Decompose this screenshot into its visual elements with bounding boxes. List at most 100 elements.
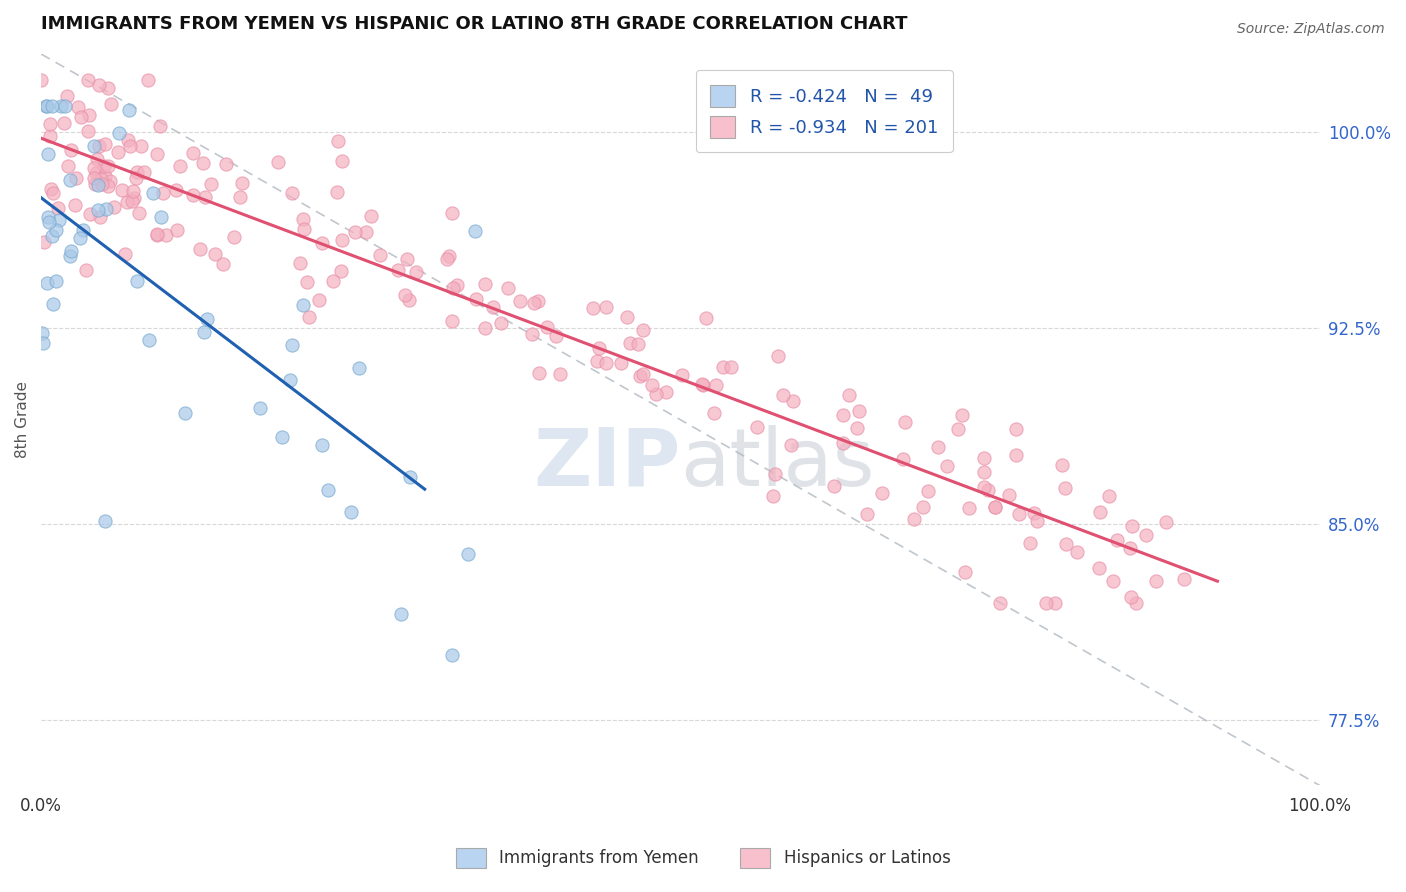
Point — [87, 78, 110, 92]
Point — [389, 607, 412, 621]
Point — [1098, 489, 1121, 503]
Point — [150, 211, 173, 225]
Point — [204, 247, 226, 261]
Point — [457, 547, 479, 561]
Point — [181, 146, 204, 161]
Point — [360, 209, 382, 223]
Point — [482, 300, 505, 314]
Point — [31, 326, 53, 341]
Point — [831, 408, 853, 422]
Point — [766, 350, 789, 364]
Point — [83, 161, 105, 175]
Point — [215, 157, 238, 171]
Point — [87, 203, 110, 218]
Point — [294, 222, 316, 236]
Point — [152, 186, 174, 200]
Point — [149, 119, 172, 133]
Point — [127, 274, 149, 288]
Point — [108, 126, 131, 140]
Point — [856, 507, 879, 521]
Point — [544, 328, 567, 343]
Point — [946, 422, 969, 436]
Point — [1035, 596, 1057, 610]
Point — [200, 177, 222, 191]
Point — [94, 202, 117, 216]
Point — [387, 263, 409, 277]
Point — [464, 224, 486, 238]
Point — [98, 174, 121, 188]
Point — [950, 409, 973, 423]
Point — [38, 215, 60, 229]
Point — [595, 300, 617, 314]
Legend: R = -0.424   N =  49, R = -0.934   N = 201: R = -0.424 N = 49, R = -0.934 N = 201 — [696, 70, 953, 153]
Point — [1066, 545, 1088, 559]
Point — [121, 194, 143, 209]
Point — [440, 314, 463, 328]
Point — [249, 401, 271, 415]
Point — [339, 505, 361, 519]
Point — [90, 171, 112, 186]
Point — [229, 190, 252, 204]
Point — [917, 483, 939, 498]
Point — [548, 367, 571, 381]
Point — [984, 500, 1007, 514]
Point — [125, 170, 148, 185]
Point — [1101, 574, 1123, 589]
Point — [998, 488, 1021, 502]
Point — [77, 124, 100, 138]
Point — [1135, 528, 1157, 542]
Point — [212, 257, 235, 271]
Point — [107, 145, 129, 160]
Point — [609, 356, 631, 370]
Point — [465, 292, 488, 306]
Point — [100, 97, 122, 112]
Point — [720, 359, 742, 374]
Point — [973, 450, 995, 465]
Point — [903, 512, 925, 526]
Point — [122, 184, 145, 198]
Point — [631, 323, 654, 337]
Point — [165, 183, 187, 197]
Point — [891, 452, 914, 467]
Point — [848, 404, 870, 418]
Point — [439, 249, 461, 263]
Point — [692, 377, 714, 392]
Point — [35, 99, 58, 113]
Point — [41, 229, 63, 244]
Point — [1118, 541, 1140, 555]
Point — [911, 500, 934, 515]
Point — [87, 138, 110, 153]
Point — [59, 144, 82, 158]
Point — [893, 415, 915, 429]
Point — [627, 337, 650, 351]
Point — [30, 73, 52, 87]
Point — [195, 311, 218, 326]
Point — [616, 310, 638, 325]
Point — [440, 206, 463, 220]
Point — [69, 231, 91, 245]
Point — [631, 367, 654, 381]
Point — [89, 210, 111, 224]
Point — [295, 275, 318, 289]
Point — [779, 437, 801, 451]
Point — [53, 99, 76, 113]
Point — [46, 201, 69, 215]
Point — [870, 486, 893, 500]
Point — [1144, 574, 1167, 588]
Point — [330, 264, 353, 278]
Point — [628, 368, 651, 383]
Point — [935, 458, 957, 473]
Point — [45, 274, 67, 288]
Point — [86, 152, 108, 166]
Point — [94, 514, 117, 528]
Point — [308, 293, 330, 307]
Point — [83, 138, 105, 153]
Point — [711, 360, 734, 375]
Point — [782, 393, 804, 408]
Point — [520, 327, 543, 342]
Point — [39, 182, 62, 196]
Point — [988, 596, 1011, 610]
Point — [292, 212, 315, 227]
Point — [79, 207, 101, 221]
Point — [316, 483, 339, 497]
